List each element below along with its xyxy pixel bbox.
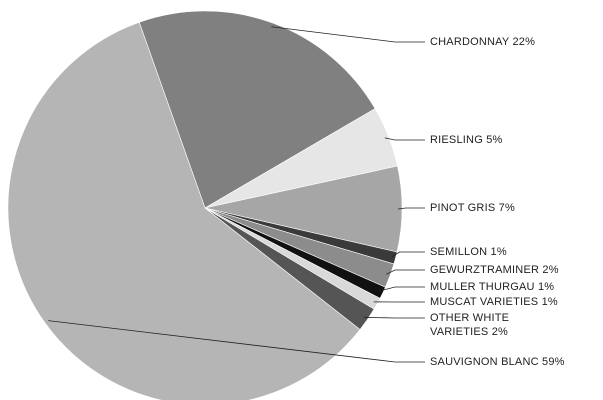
leader-line [397, 207, 425, 210]
category-name: OTHER WHITE VARIETIES [430, 312, 510, 338]
category-name: PINOT GRIS [430, 202, 496, 214]
value-label: 1% [537, 281, 555, 293]
category-name: GEWURZTRAMINER [430, 264, 540, 276]
slice-label: PINOT GRIS 7% [430, 201, 515, 215]
slice-label: RIESLING 5% [430, 133, 503, 147]
value-label: 5% [486, 134, 503, 146]
slice-label: SEMILLON 1% [430, 245, 507, 259]
slice-label: SAUVIGNON BLANC 59% [430, 355, 565, 369]
value-label: 7% [498, 202, 515, 214]
pie-slice [7, 21, 361, 400]
leader-line [379, 286, 425, 292]
leader-line [391, 251, 425, 258]
slice-label: OTHER WHITE VARIETIES 2% [430, 311, 525, 339]
category-name: SAUVIGNON BLANC [430, 356, 539, 368]
value-label: 2% [491, 326, 509, 338]
category-name: MULLER THURGAU [430, 281, 535, 293]
value-label: 59% [542, 356, 565, 368]
leader-line [386, 269, 425, 275]
value-label: 1% [490, 246, 507, 258]
slice-label: GEWURZTRAMINER 2% [430, 263, 559, 277]
slice-label: MUSCAT VARIETIES 1% [430, 295, 558, 309]
category-name: RIESLING [430, 134, 483, 146]
leader-line [384, 137, 425, 141]
leader-line [364, 316, 425, 319]
value-label: 22% [512, 36, 536, 48]
category-name: MUSCAT VARIETIES [430, 296, 539, 308]
slice-label: MULLER THURGAU 1% [430, 280, 554, 294]
leader-line [271, 26, 425, 43]
pie-slice [138, 10, 376, 209]
leader-line [48, 320, 425, 363]
category-name: SEMILLON [430, 246, 488, 258]
value-label: 1% [541, 296, 558, 308]
value-label: 2% [542, 264, 559, 276]
slice-label: CHARDONNAY 22% [430, 35, 535, 49]
category-name: CHARDONNAY [430, 36, 510, 48]
